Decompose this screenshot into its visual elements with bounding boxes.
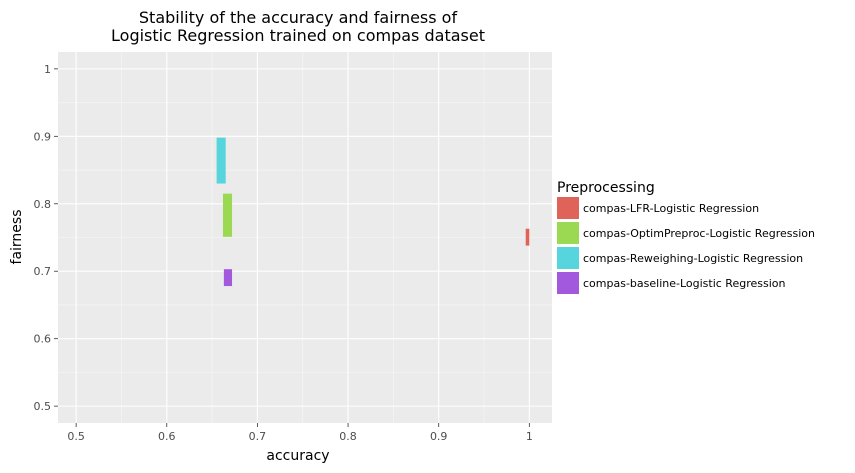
x-tick-label: 0.5 — [67, 430, 85, 443]
legend-label: compas-baseline-Logistic Regression — [583, 277, 786, 290]
legend-key — [557, 197, 579, 219]
chart-title-line-2: Logistic Regression trained on compas da… — [111, 26, 485, 45]
bars — [216, 137, 530, 287]
y-tick-label: 0.9 — [34, 130, 52, 143]
stability-bar — [525, 228, 530, 246]
y-tick-label: 0.5 — [34, 400, 52, 413]
stability-bar — [216, 137, 226, 184]
grid-minor — [58, 52, 552, 423]
legend-label: compas-OptimPreproc-Logistic Regression — [583, 227, 815, 240]
legend-title: Preprocessing — [557, 180, 655, 196]
x-tick-label: 1 — [526, 430, 533, 443]
y-tick-label: 0.8 — [34, 198, 52, 211]
chart-title-line-1: Stability of the accuracy and fairness o… — [139, 8, 458, 27]
legend-key — [557, 247, 579, 269]
x-tick-label: 0.7 — [249, 430, 267, 443]
x-axis: 0.5 0.6 0.7 0.8 0.9 1 — [67, 423, 533, 443]
x-tick-label: 0.6 — [158, 430, 176, 443]
y-tick-label: 0.6 — [34, 333, 52, 346]
grid-major — [58, 52, 552, 423]
y-tick-label: 1 — [44, 63, 51, 76]
stability-bar — [222, 193, 233, 237]
x-tick-label: 0.8 — [339, 430, 357, 443]
x-axis-title: accuracy — [266, 448, 329, 464]
legend-label: compas-Reweighing-Logistic Regression — [583, 252, 803, 265]
y-axis-title: fairness — [9, 210, 25, 265]
legend-label: compas-LFR-Logistic Regression — [583, 202, 759, 215]
legend: Preprocessing compas-LFR-Logistic Regres… — [557, 180, 815, 294]
y-tick-label: 0.7 — [34, 265, 52, 278]
legend-key — [557, 222, 579, 244]
legend-key — [557, 272, 579, 294]
y-axis: 0.5 0.6 0.7 0.8 0.9 1 — [34, 63, 58, 413]
stability-bar — [223, 269, 233, 287]
x-tick-label: 0.9 — [430, 430, 448, 443]
